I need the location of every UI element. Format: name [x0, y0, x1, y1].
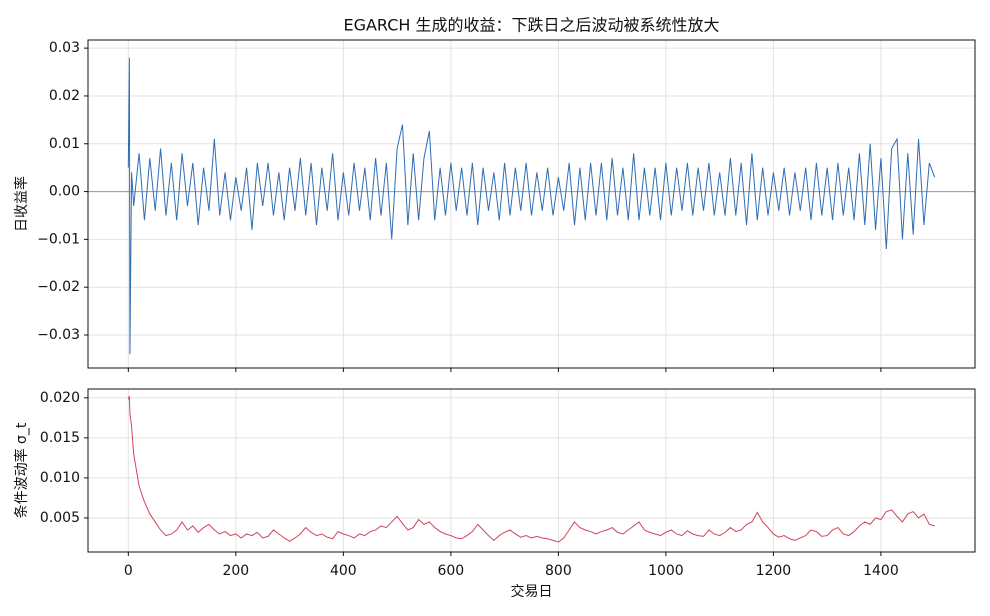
plot-frame [87, 39, 976, 369]
x-tick-label: 0 [124, 563, 133, 579]
y-tick-label: −0.03 [37, 327, 80, 343]
x-tick-label: 1200 [756, 563, 792, 579]
x-tick-label: 800 [545, 563, 572, 579]
y-axis-label: 条件波动率 σ_t [13, 422, 30, 518]
x-tick-label: 200 [222, 563, 249, 579]
y-tick-label: 0.00 [49, 184, 80, 200]
x-tick-label: 400 [330, 563, 357, 579]
x-axis-label: 交易日 [511, 583, 553, 600]
y-tick-label: 0.010 [40, 470, 80, 486]
y-tick-label: 0.01 [49, 136, 80, 152]
x-tick-label: 600 [437, 563, 464, 579]
series-line [127, 396, 935, 543]
series-line [127, 57, 936, 355]
y-tick-label: 0.02 [49, 88, 80, 104]
chart-title: EGARCH 生成的收益：下跌日之后波动被系统性放大 [343, 16, 719, 35]
x-tick-label: 1000 [648, 563, 684, 579]
y-tick-label: −0.01 [37, 231, 80, 247]
y-tick-label: 0.015 [40, 430, 80, 446]
plot-frame [87, 388, 976, 553]
y-tick-label: 0.005 [40, 510, 80, 526]
y-axis-label: 日收益率 [13, 176, 30, 232]
y-tick-label: 0.020 [40, 390, 80, 406]
y-tick-label: 0.03 [49, 40, 80, 56]
x-tick-label: 1400 [863, 563, 899, 579]
y-tick-label: −0.02 [37, 279, 80, 295]
